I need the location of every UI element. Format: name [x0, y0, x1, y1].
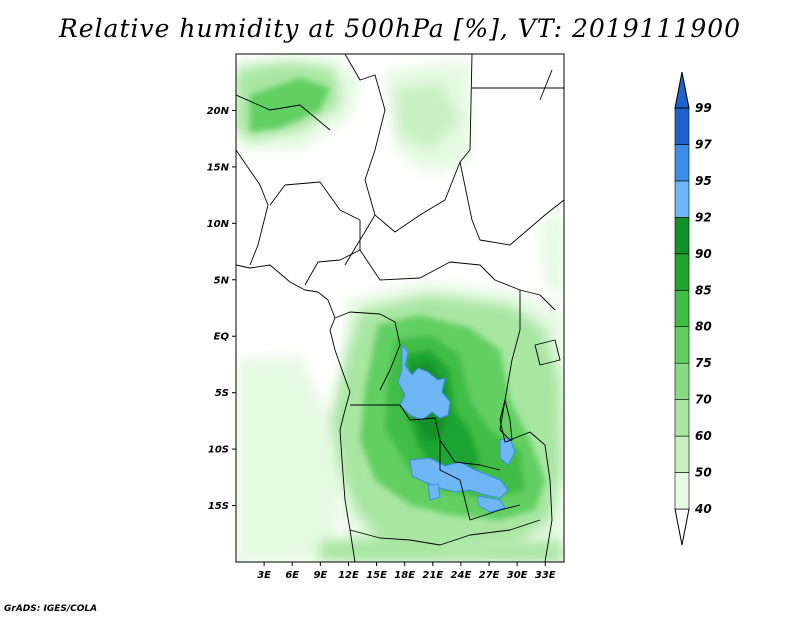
lon-tick-label: 6E — [285, 570, 299, 581]
border-chad — [374, 54, 473, 233]
lon-tick-label: 3E — [257, 570, 271, 581]
border-west-sahel — [236, 149, 269, 266]
colorbar-legend: 40 50 60 70 75 80 85 90 92 95 97 99 — [674, 71, 712, 546]
lon-tick-label: 15E — [366, 570, 387, 581]
colorbar-segment — [674, 253, 690, 291]
lat-tick-label: 5S — [215, 388, 229, 399]
colorbar-label: 85 — [695, 283, 712, 297]
lake-victoria — [534, 339, 561, 366]
border-east-africa — [499, 290, 553, 562]
colorbar-arrow-low — [674, 508, 690, 546]
humidity-field — [236, 56, 564, 562]
colorbar-label: 92 — [695, 210, 712, 224]
colorbar-segment — [674, 144, 690, 182]
lat-tick-label: 5N — [214, 275, 230, 286]
colorbar-label: 75 — [695, 356, 712, 370]
lon-tick-label: 27E — [479, 570, 500, 581]
border-sahara — [344, 54, 386, 266]
colorbar-label: 70 — [695, 393, 712, 407]
lake-tanganyika — [499, 399, 513, 443]
lon-tick-label: 18E — [394, 570, 415, 581]
map-frame — [235, 53, 565, 563]
colorbar-label: 95 — [695, 174, 712, 188]
colorbar-segment — [674, 289, 690, 328]
colorbar-segment — [674, 362, 690, 400]
border-congo — [334, 311, 401, 391]
lon-tick-label: 33E — [535, 570, 556, 581]
colorbar-segment — [674, 107, 690, 145]
lon-tick-label: 30E — [507, 570, 528, 581]
colorbar-segment — [674, 435, 690, 473]
country-borders — [236, 54, 564, 562]
colorbar-arrow-high — [674, 71, 690, 109]
humidity-shading-saturated — [397, 343, 516, 513]
lon-tick-label: 21E — [422, 570, 443, 581]
lat-tick-label: 15N — [207, 162, 230, 173]
lon-tick-label: 24E — [451, 570, 472, 581]
border-mauritania — [236, 94, 331, 131]
nile-region — [539, 69, 553, 101]
border-drc-angola — [350, 404, 501, 471]
border-car — [359, 249, 556, 311]
colorbar-label: 40 — [694, 502, 712, 516]
border-angola-zambia — [439, 440, 521, 521]
border-sudan — [459, 161, 564, 246]
colorbar-segment — [674, 472, 690, 510]
border-namibia — [349, 519, 541, 546]
longitude-axis: 3E 6E 9E 12E 15E 18E 21E 24E 27E 30E 33E — [257, 562, 556, 581]
colorbar-label: 80 — [695, 320, 712, 334]
lat-tick-label: 20N — [207, 106, 230, 117]
credit-label: GrADS: IGES/COLA — [4, 604, 98, 614]
colorbar-label: 90 — [695, 247, 712, 261]
lon-tick-label: 9E — [313, 570, 327, 581]
lat-tick-label: EQ — [214, 332, 230, 343]
coastline-west-africa — [236, 264, 356, 562]
latitude-axis: 20N 15N 10N 5N EQ 5S 10S 15S — [207, 106, 236, 512]
colorbar-label: 97 — [695, 137, 712, 151]
lat-tick-label: 10N — [207, 219, 230, 230]
lat-tick-label: 15S — [208, 501, 229, 512]
page-title: Relative humidity at 500hPa [%], VT: 201… — [58, 14, 742, 43]
colorbar-segment — [674, 217, 690, 255]
lat-tick-label: 10S — [208, 445, 229, 456]
border-nigeria-cameroon — [269, 181, 361, 286]
colorbar-segment — [674, 180, 690, 218]
colorbar-segment — [674, 326, 690, 364]
lon-tick-label: 12E — [338, 570, 359, 581]
colorbar-label: 50 — [695, 466, 712, 480]
colorbar-label: 99 — [695, 101, 712, 115]
colorbar-segment — [674, 399, 690, 437]
colorbar-label: 60 — [695, 429, 712, 443]
